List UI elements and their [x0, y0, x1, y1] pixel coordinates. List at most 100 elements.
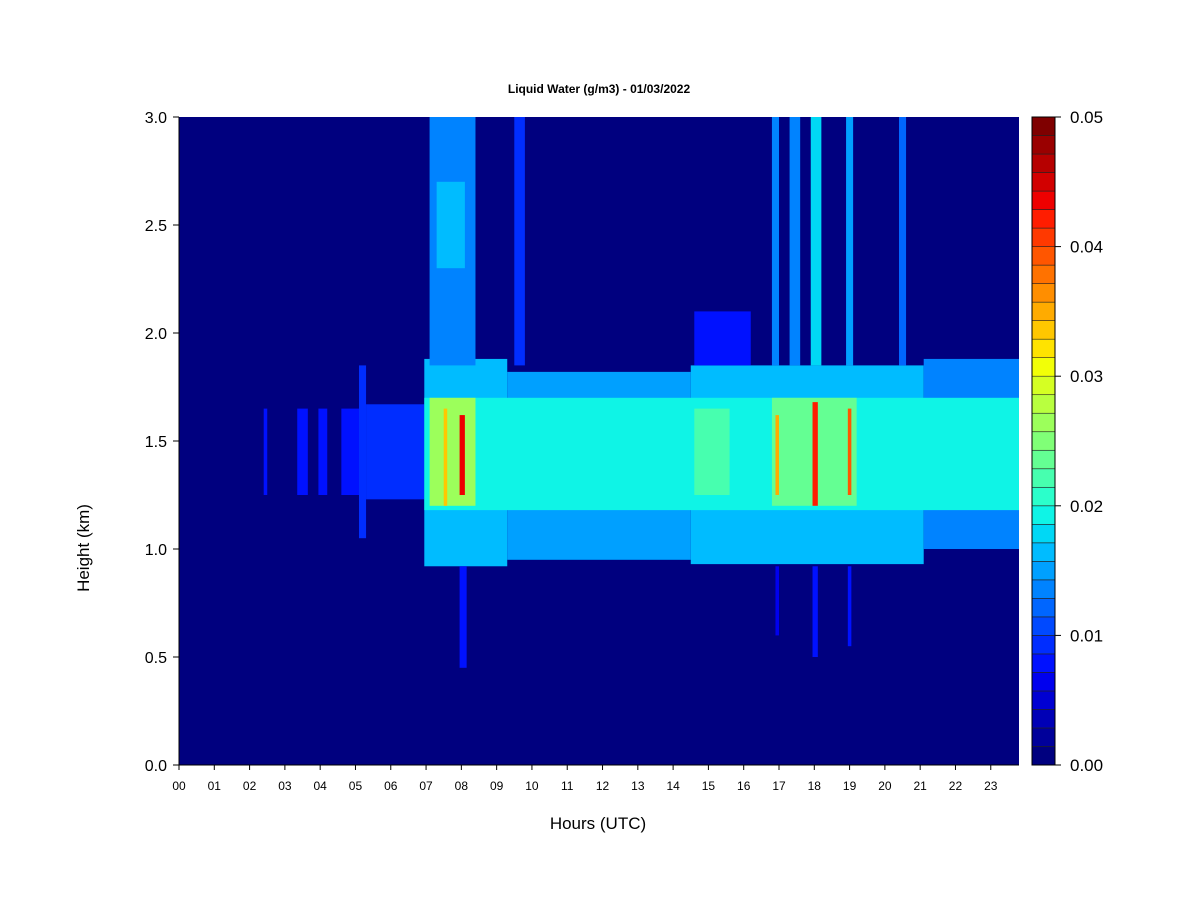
cloud-cell: [775, 566, 779, 636]
cloud-cell: [810, 117, 822, 366]
x-tick-label: 13: [631, 779, 645, 793]
y-axis-label: Height (km): [74, 504, 93, 592]
x-tick-label: 16: [737, 779, 751, 793]
y-tick-label: 2.5: [145, 218, 167, 235]
cloud-cell: [443, 408, 448, 506]
cloud-cell: [789, 117, 801, 366]
plot-area: [179, 117, 1019, 765]
x-tick-label: 08: [455, 779, 469, 793]
x-tick-label: 12: [596, 779, 610, 793]
x-tick-label: 10: [525, 779, 539, 793]
cloud-cell: [297, 408, 308, 495]
x-tick-label: 04: [313, 779, 327, 793]
colorbar-tick-label: 0.05: [1070, 108, 1103, 127]
colorbar-segment: [1031, 672, 1056, 692]
colorbar-segment: [1031, 746, 1056, 766]
cloud-cell: [812, 402, 818, 506]
cloud-cell: [436, 181, 465, 269]
colorbar-segment: [1031, 246, 1056, 266]
y-axis: 0.0 0.5 1.0 1.5 2.0 2.5 3.0: [145, 110, 180, 775]
colorbar-segment: [1031, 635, 1056, 655]
colorbar-segment: [1031, 135, 1056, 155]
colorbar: [1031, 116, 1056, 766]
cloud-cell: [847, 408, 852, 495]
colorbar-frame: [1031, 116, 1056, 766]
cloud-cell: [459, 566, 467, 668]
colorbar-segment: [1031, 505, 1056, 525]
colorbar-segment: [1031, 598, 1056, 618]
x-tick-label: 03: [278, 779, 292, 793]
colorbar-segment: [1031, 209, 1056, 229]
colorbar-segment: [1031, 375, 1056, 396]
colorbar-segment: [1031, 542, 1056, 562]
x-tick-label: 19: [843, 779, 857, 793]
y-tick-label: 1.0: [145, 542, 167, 559]
x-tick-label: 06: [384, 779, 398, 793]
cloud-cell: [899, 117, 907, 366]
colorbar-segment: [1031, 153, 1056, 173]
cloud-cell: [318, 408, 328, 495]
colorbar-segment: [1031, 579, 1056, 599]
colorbar-segment: [1031, 172, 1056, 192]
x-tick-label: 07: [419, 779, 433, 793]
chart-title: Liquid Water (g/m3) - 01/03/2022: [508, 82, 691, 96]
colorbar-segment: [1031, 357, 1056, 377]
colorbar-segment: [1031, 338, 1056, 358]
x-axis-label: Hours (UTC): [550, 814, 646, 833]
colorbar-segment: [1031, 524, 1056, 544]
x-tick-label: 18: [808, 779, 822, 793]
colorbar-segment: [1031, 727, 1056, 747]
cloud-cell: [775, 415, 779, 495]
cloud-cell: [429, 397, 476, 506]
colorbar-segment: [1031, 283, 1056, 303]
x-tick-label: 09: [490, 779, 504, 793]
x-tick-label: 17: [772, 779, 786, 793]
cloud-cell: [694, 408, 730, 495]
cloud-cell: [846, 117, 854, 366]
x-tick-label: 05: [349, 779, 363, 793]
x-axis: 00 01 02 03 04 05 06 07 08 09 10 11 12 13 14 15 16 17 18 19…: [172, 764, 1019, 793]
colorbar-segment: [1031, 301, 1056, 321]
colorbar-segment: [1031, 227, 1056, 247]
cloud-cell: [514, 117, 525, 366]
x-tick-label: 00: [172, 779, 186, 793]
colorbar-segment: [1031, 616, 1056, 636]
colorbar-tick-label: 0.03: [1070, 367, 1103, 386]
x-tick-label: 15: [702, 779, 716, 793]
cloud-cell: [459, 415, 465, 495]
x-tick-label: 01: [208, 779, 222, 793]
cloud-cell: [263, 408, 268, 495]
x-tick-label: 14: [666, 779, 680, 793]
colorbar-ticks: 0.00 0.01 0.02 0.03 0.04 0.05: [1055, 108, 1103, 775]
colorbar-tick-label: 0.02: [1070, 497, 1103, 516]
y-tick-label: 1.5: [145, 434, 167, 451]
cloud-cell: [359, 365, 367, 539]
y-tick-label: 0.5: [145, 650, 167, 667]
x-tick-label: 23: [984, 779, 998, 793]
cloud-cell: [771, 117, 779, 366]
x-tick-label: 20: [878, 779, 892, 793]
cloud-cell: [694, 311, 751, 366]
colorbar-segment: [1031, 468, 1056, 488]
colorbar-tick-label: 0.04: [1070, 238, 1103, 257]
y-tick-label: 0.0: [145, 758, 167, 775]
colorbar-segment: [1031, 653, 1056, 673]
y-tick-label: 3.0: [145, 110, 167, 127]
colorbar-tick-label: 0.01: [1070, 626, 1103, 645]
y-tick-label: 2.0: [145, 326, 167, 343]
cloud-cell: [366, 404, 425, 500]
colorbar-tick-label: 0.00: [1070, 756, 1103, 775]
colorbar-segment: [1031, 320, 1056, 340]
cloud-cell: [812, 566, 818, 657]
x-tick-label: 11: [561, 779, 574, 793]
colorbar-segment: [1031, 690, 1056, 710]
colorbar-segment: [1031, 561, 1056, 581]
colorbar-segment: [1031, 412, 1056, 433]
colorbar-segment: [1031, 431, 1056, 451]
colorbar-segment: [1031, 116, 1056, 136]
cloud-cell: [341, 408, 359, 495]
colorbar-segment: [1031, 449, 1056, 470]
colorbar-segment: [1031, 264, 1056, 284]
x-tick-label: 22: [949, 779, 963, 793]
